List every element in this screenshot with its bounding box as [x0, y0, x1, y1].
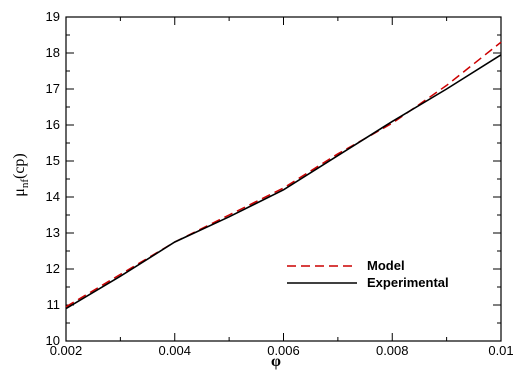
x-tick-label-4: 0.01	[488, 343, 513, 358]
y-axis-title: μnf(cp)	[11, 153, 31, 197]
x-tick-label-1: 0.004	[158, 343, 191, 358]
y-tick-label-1: 11	[47, 297, 61, 312]
y-axis-title-suffix: (cp)	[11, 153, 28, 179]
y-tick-label-8: 18	[46, 45, 60, 60]
y-axis-title-main: μ	[11, 188, 28, 197]
y-tick-label-7: 17	[46, 81, 60, 96]
y-tick-label-0: 10	[46, 333, 60, 348]
legend-label-experimental: Experimental	[367, 275, 449, 290]
plot-frame	[65, 16, 502, 342]
series-line-experimental	[65, 54, 502, 310]
x-tick-label-3: 0.008	[376, 343, 409, 358]
y-tick-label-9: 19	[46, 9, 60, 24]
y-tick-label-2: 12	[46, 261, 60, 276]
svg-text:μnf(cp): μnf(cp)	[11, 153, 31, 197]
y-tick-label-6: 16	[46, 117, 60, 132]
y-tick-label-3: 13	[46, 225, 60, 240]
series-line-model	[65, 41, 502, 308]
x-axis-title: φ	[271, 353, 281, 370]
y-axis-title-sub: nf	[19, 179, 31, 189]
y-tick-label-4: 14	[46, 189, 60, 204]
y-tick-label-5: 15	[46, 153, 60, 168]
x-tick-label-0: 0.002	[50, 343, 83, 358]
x-tick-label-2: 0.006	[267, 343, 300, 358]
legend-label-model: Model	[367, 258, 405, 273]
